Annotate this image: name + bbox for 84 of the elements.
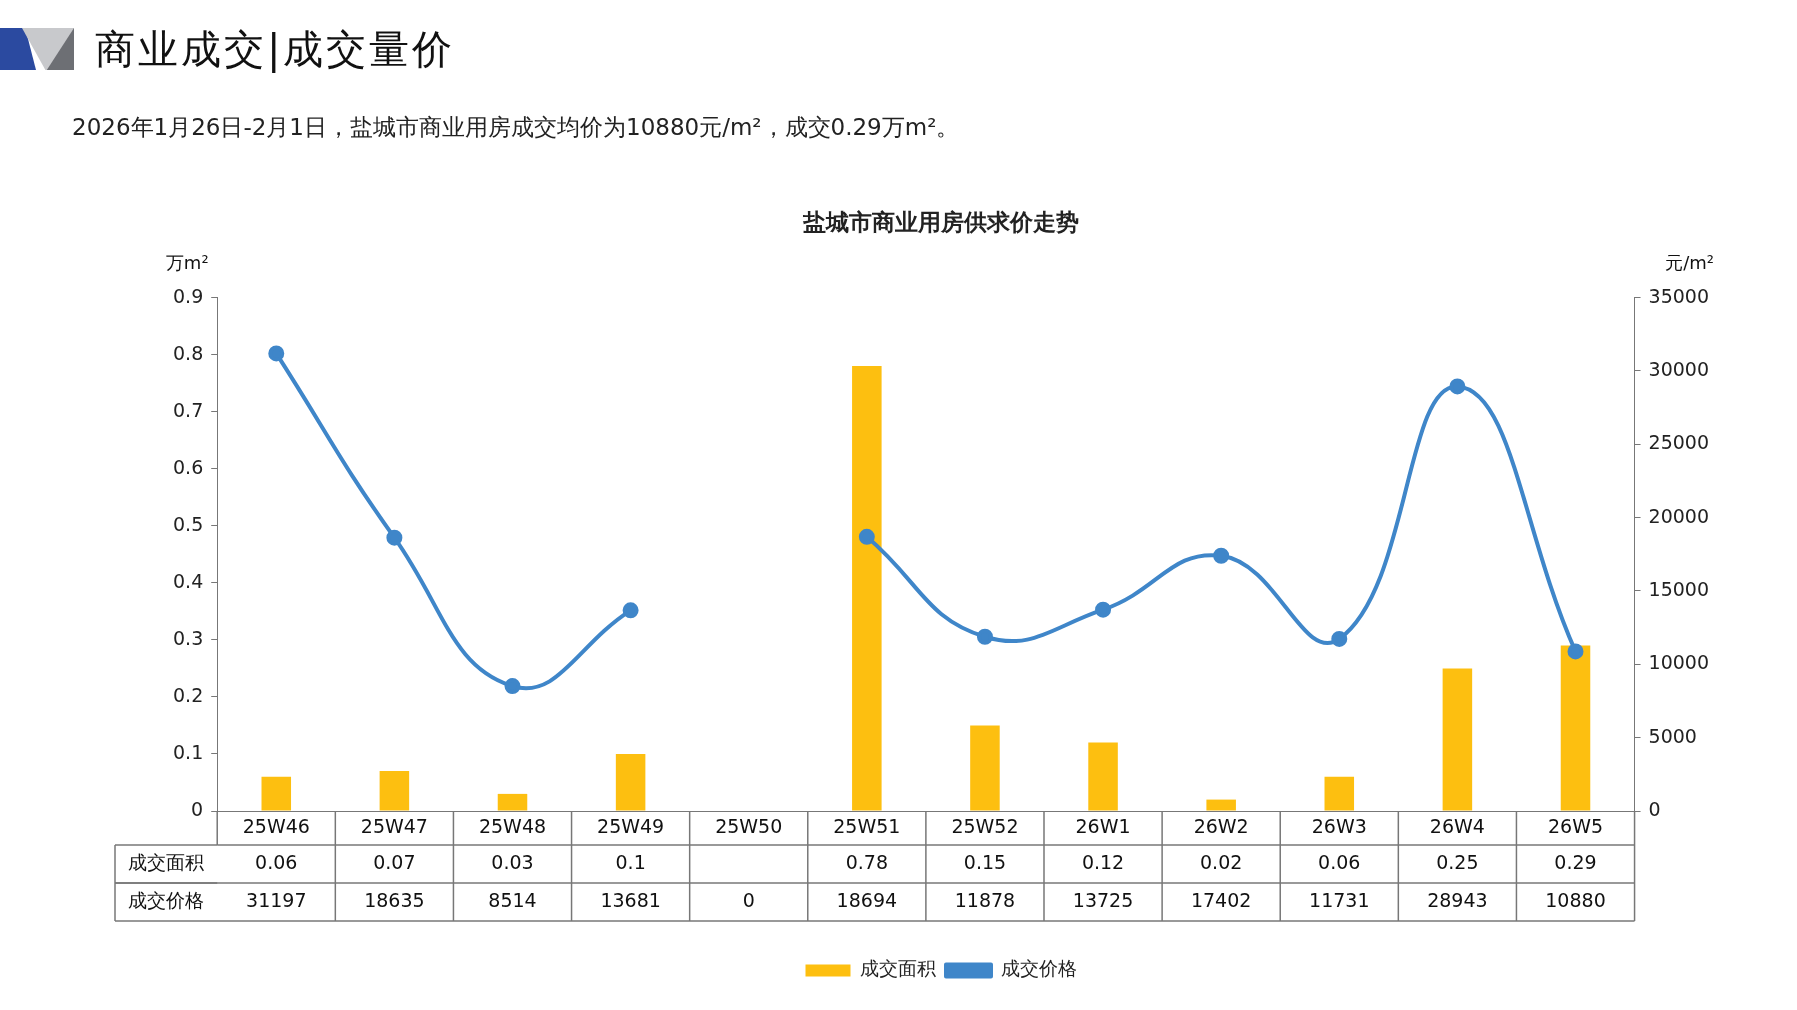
x-tick-label: 26W1 <box>1075 814 1131 837</box>
bar <box>379 771 410 811</box>
bar <box>615 753 646 811</box>
point <box>504 678 521 695</box>
bar <box>1206 799 1236 811</box>
point <box>386 529 403 546</box>
point <box>1449 378 1466 395</box>
data-label: 0.29 <box>1554 850 1597 873</box>
point <box>1331 630 1348 647</box>
y2-tick-label: 0 <box>1648 797 1661 820</box>
bar <box>1442 668 1473 811</box>
bar <box>852 366 882 811</box>
y-tick-label: 0.9 <box>173 284 204 307</box>
y2-tick-label: 30000 <box>1648 357 1710 380</box>
y2-tick-label: 5000 <box>1648 724 1697 747</box>
y-tick-label: 0 <box>191 797 204 820</box>
data-label: 0.03 <box>491 850 534 873</box>
data-label: 0.02 <box>1200 850 1243 873</box>
y-tick-label: 0.6 <box>173 455 204 478</box>
x-tick-label: 26W5 <box>1547 814 1604 837</box>
point <box>1567 643 1584 660</box>
data-label: 0.06 <box>1318 850 1361 873</box>
x-tick-label: 25W49 <box>597 814 665 837</box>
data-label: 0.78 <box>845 850 888 873</box>
text: 成交价格 <box>128 888 205 911</box>
legend-label: 成交面积 <box>860 957 936 980</box>
legend-label: 成交价格 <box>1000 957 1077 980</box>
chart-title: 盐城市商业用房供求价走势 <box>802 208 1079 235</box>
y-tick-label: 0.3 <box>173 626 204 649</box>
data-label: 0.06 <box>255 850 298 873</box>
data-label: 0.25 <box>1436 850 1479 873</box>
x-tick-label: 26W3 <box>1311 814 1367 837</box>
y2-tick-label: 20000 <box>1648 504 1710 527</box>
bar <box>1088 742 1118 811</box>
x-tick-label: 25W47 <box>360 814 428 837</box>
bar <box>1324 776 1355 811</box>
chart-subtitle: 2026年1月26日-2月1日，盐城市商业用房成交均价为10880元/m²，成交0.29万m²。 <box>72 113 960 142</box>
y2-tick-label: 15000 <box>1648 577 1710 600</box>
data-label: 0.07 <box>373 850 416 873</box>
data-label: 0.12 <box>1081 850 1125 873</box>
data-label: 17402 <box>1190 888 1252 911</box>
y-tick-label: 0.5 <box>173 512 204 535</box>
bar <box>1560 645 1591 811</box>
point <box>1213 547 1230 564</box>
text: 0 <box>742 888 755 911</box>
y2-tick-label: 35000 <box>1648 284 1710 307</box>
point <box>622 602 639 619</box>
text: 成交面积 <box>128 850 205 873</box>
data-label: 11878 <box>954 888 1016 911</box>
x-tick-label: 25W46 <box>242 814 310 837</box>
y-tick-label: 0.2 <box>173 683 204 706</box>
data-label: 18635 <box>364 888 425 911</box>
data-label: 13681 <box>600 888 661 911</box>
data-label: 31197 <box>246 888 307 911</box>
x-tick-label: 25W48 <box>478 814 547 837</box>
x-tick-label: 25W50 <box>715 814 783 837</box>
point <box>858 528 875 545</box>
data-label: 0.15 <box>963 850 1007 873</box>
y2-axis-title: 元/m² <box>1665 252 1714 274</box>
y-tick-label: 0.8 <box>173 341 204 364</box>
y-tick-label: 0.4 <box>173 569 204 592</box>
data-label: 18694 <box>836 888 898 911</box>
x-tick-label: 25W52 <box>951 814 1019 837</box>
x-tick-label: 26W4 <box>1429 814 1485 837</box>
bar <box>497 793 528 811</box>
x-tick-label: 25W51 <box>833 814 901 837</box>
data-label: 28943 <box>1427 888 1488 911</box>
data-label: 13725 <box>1072 888 1134 911</box>
y2-tick-label: 25000 <box>1648 431 1710 454</box>
bar <box>970 725 1000 811</box>
point <box>976 628 993 645</box>
y-axis-title: 万m² <box>165 252 209 274</box>
data-label: 10880 <box>1545 888 1606 911</box>
text: 商业成交|成交量价 <box>95 25 456 75</box>
data-label: 8514 <box>488 888 537 911</box>
point <box>1095 601 1112 618</box>
x-tick-label: 26W2 <box>1193 814 1249 837</box>
bar <box>261 776 292 811</box>
data-label: 0.1 <box>615 850 646 873</box>
y2-tick-label: 10000 <box>1648 651 1710 674</box>
data-label: 11731 <box>1309 888 1370 911</box>
y-tick-label: 0.7 <box>173 398 204 421</box>
y-tick-label: 0.1 <box>173 740 204 763</box>
point <box>268 345 285 362</box>
